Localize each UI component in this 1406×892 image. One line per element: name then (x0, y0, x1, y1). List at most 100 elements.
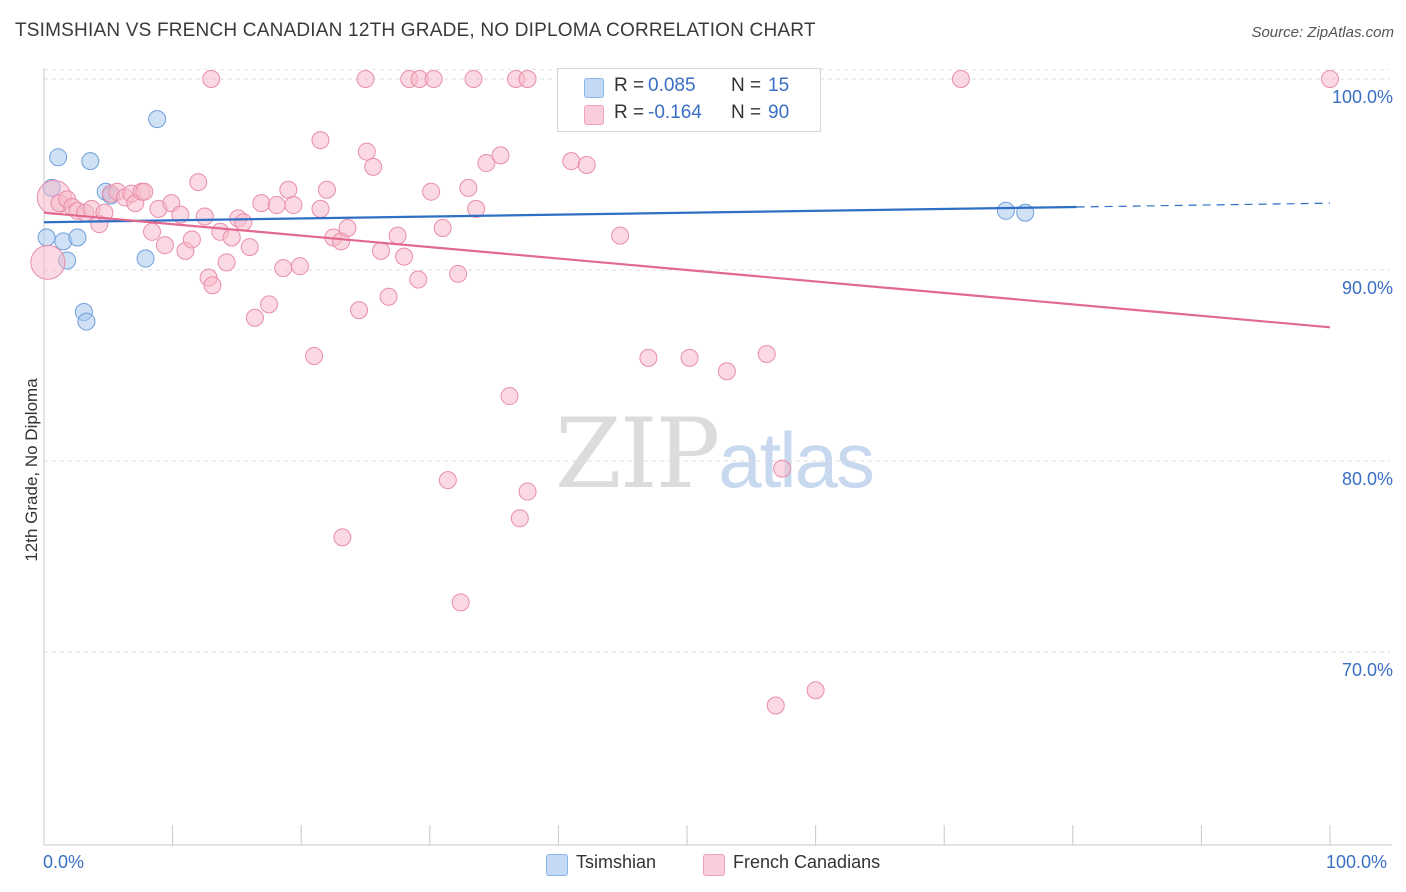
tsimshian-point (37, 228, 56, 247)
x-tick-max: 100.0% (1326, 852, 1388, 872)
french-canadian-point (371, 241, 390, 260)
french-canadian-point (491, 146, 510, 165)
tsimshian-point (81, 152, 100, 171)
french-canadian-point (252, 194, 271, 213)
french-canadian-point (30, 244, 66, 280)
french-canadian-point (222, 228, 241, 247)
french-canadian-point (424, 70, 443, 88)
watermark-zip: ZIP (555, 398, 720, 510)
source-credit: Source: ZipAtlas.com (1251, 24, 1394, 41)
legend-label: French Canadians (733, 852, 881, 872)
french-canadians-legend-swatch (703, 854, 725, 876)
tsimshian-legend-swatch (546, 854, 568, 876)
french-canadian-point (639, 348, 658, 367)
french-canadian-point (422, 182, 441, 201)
tsimshian-trend-line (43, 205, 1077, 224)
french-canadian-point (356, 70, 375, 88)
french-canadian-point (155, 236, 174, 255)
french-canadians-swatch (584, 105, 604, 125)
french-canadian-point (449, 264, 468, 283)
y-tick-70: 70.0% (1341, 660, 1393, 680)
french-canadian-point (518, 70, 537, 88)
tsimshian-point (77, 312, 96, 331)
stats-legend: R = 0.085 N = 15 R = -0.164 N = 90 (557, 68, 821, 132)
french-canadian-point (284, 196, 303, 215)
french-canadian-point (510, 509, 529, 528)
french-canadian-point (311, 131, 330, 150)
french-canadian-point (143, 222, 162, 241)
legend-label: Tsimshian (576, 852, 657, 872)
r-label: R = (614, 102, 645, 123)
french-canadian-point (395, 247, 414, 266)
french-canadian-trend-line (43, 211, 1331, 329)
x-tick-min: 0.0% (43, 852, 85, 872)
french-canadian-point (317, 180, 336, 199)
tsimshian-swatch (584, 78, 604, 98)
french-canadian-point (189, 173, 208, 192)
french-canadian-point (611, 226, 630, 245)
french-canadian-point (464, 70, 483, 88)
french-canadian-point (202, 70, 221, 88)
french-canadian-point (1321, 70, 1339, 88)
tsimshian-point (136, 249, 155, 268)
french-canadian-point (135, 182, 154, 201)
french-canadian-point (364, 157, 383, 176)
n-label: N = (731, 102, 762, 123)
n-value: 15 (768, 75, 790, 96)
french-canadian-point (350, 301, 369, 320)
watermark: ZIPatlas (555, 398, 875, 510)
french-canadian-point (451, 593, 470, 612)
n-value: 90 (768, 102, 790, 123)
n-label: N = (731, 75, 762, 96)
french-canadian-point (274, 259, 293, 278)
r-value: 0.085 (648, 75, 696, 96)
french-canadian-point (267, 196, 286, 215)
french-canadian-point (717, 362, 736, 381)
french-canadian-point (459, 178, 478, 197)
french-canadian-point (438, 471, 457, 490)
french-canadian-point (311, 199, 330, 218)
french-canadian-point (433, 218, 452, 237)
french-canadian-point (240, 238, 259, 257)
french-canadian-point (951, 70, 970, 88)
french-canadian-point (217, 253, 236, 272)
french-canadian-point (409, 270, 428, 289)
french-canadian-point (195, 207, 214, 226)
r-value: -0.164 (648, 102, 702, 123)
french-canadian-point (260, 295, 279, 314)
french-canadian-point (182, 230, 201, 249)
french-canadian-point (245, 308, 264, 327)
french-canadian-point (562, 152, 581, 171)
tsimshian-point (996, 201, 1015, 220)
french-canadian-point (467, 199, 486, 218)
french-canadian-point (203, 276, 222, 295)
tsimshian-point (68, 228, 87, 247)
french-canadian-point (577, 155, 596, 174)
french-canadian-point (290, 257, 309, 276)
tsimshian-point (148, 110, 167, 129)
r-label: R = (614, 75, 645, 96)
y-tick-80: 80.0% (1341, 469, 1393, 489)
french-canadian-point (379, 287, 398, 306)
chart-title: TSIMSHIAN VS FRENCH CANADIAN 12TH GRADE,… (15, 20, 816, 41)
french-canadian-point (806, 681, 825, 700)
french-canadian-point (357, 142, 376, 161)
french-canadian-point (680, 348, 699, 367)
french-canadian-point (388, 226, 407, 245)
french-canadian-point (171, 205, 190, 224)
french-canadian-point (500, 387, 519, 406)
french-canadian-point (477, 154, 496, 173)
tsimshian-point (49, 148, 68, 167)
y-tick-100: 100.0% (1331, 87, 1393, 107)
french-canadian-point (305, 346, 324, 365)
french-canadian-point (518, 482, 537, 501)
french-canadian-point (766, 696, 785, 715)
tsimshian-trend-line-extension (1076, 202, 1331, 208)
french-canadian-point (338, 218, 357, 237)
french-canadian-point (773, 459, 792, 478)
french-canadian-point (279, 180, 298, 199)
french-canadian-point (757, 345, 776, 364)
french-canadian-point (234, 213, 253, 232)
french-canadian-point (333, 528, 352, 547)
